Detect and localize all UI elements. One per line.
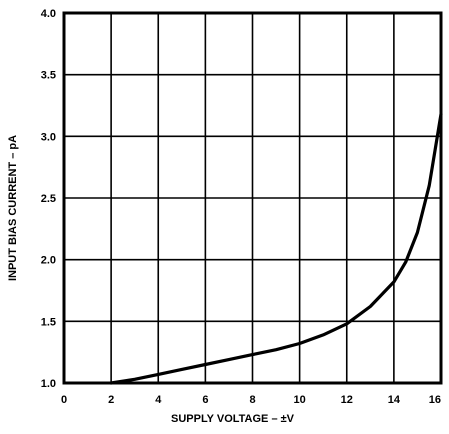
y-tick-labels: 1.0 1.5 2.0 2.5 3.0 3.5 4.0 [41, 8, 56, 390]
x-tick-label: 16 [429, 394, 441, 406]
y-axis-label: INPUT BIAS CURRENT – pA [7, 135, 19, 281]
x-tick-label: 2 [108, 394, 114, 406]
x-tick-label: 0 [61, 394, 67, 406]
grid [64, 13, 441, 383]
y-tick-label: 1.0 [41, 378, 56, 390]
y-tick-label: 4.0 [41, 8, 56, 20]
y-tick-label: 2.0 [41, 255, 56, 267]
x-tick-label: 12 [341, 394, 353, 406]
series-layer [109, 112, 443, 385]
y-tick-label: 3.5 [41, 70, 56, 82]
x-tick-label: 4 [155, 394, 162, 406]
x-tick-labels: 0 2 4 6 8 10 12 14 16 [61, 394, 441, 406]
x-tick-label: 8 [249, 394, 255, 406]
y-tick-label: 3.0 [41, 131, 56, 143]
y-tick-label: 2.5 [41, 193, 56, 205]
plot-frame [62, 11, 443, 385]
x-tick-label: 14 [388, 394, 401, 406]
x-tick-label: 10 [294, 394, 306, 406]
series-line [109, 112, 443, 385]
y-tick-label: 1.5 [41, 316, 56, 328]
x-tick-label: 6 [202, 394, 208, 406]
x-axis-label: SUPPLY VOLTAGE – ±V [171, 413, 295, 425]
